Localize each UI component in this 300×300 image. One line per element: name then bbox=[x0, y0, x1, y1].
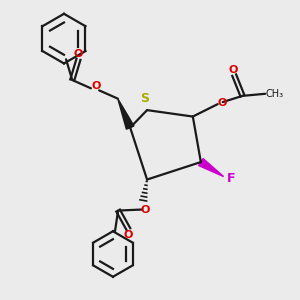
Polygon shape bbox=[118, 99, 134, 129]
Text: S: S bbox=[140, 92, 149, 105]
Text: O: O bbox=[229, 65, 238, 75]
Text: O: O bbox=[74, 49, 83, 59]
Text: CH₃: CH₃ bbox=[266, 89, 284, 99]
Text: F: F bbox=[226, 172, 235, 185]
Text: O: O bbox=[140, 205, 150, 214]
Polygon shape bbox=[199, 159, 224, 176]
Text: O: O bbox=[92, 81, 101, 91]
Text: O: O bbox=[124, 230, 133, 240]
Text: O: O bbox=[217, 98, 226, 108]
